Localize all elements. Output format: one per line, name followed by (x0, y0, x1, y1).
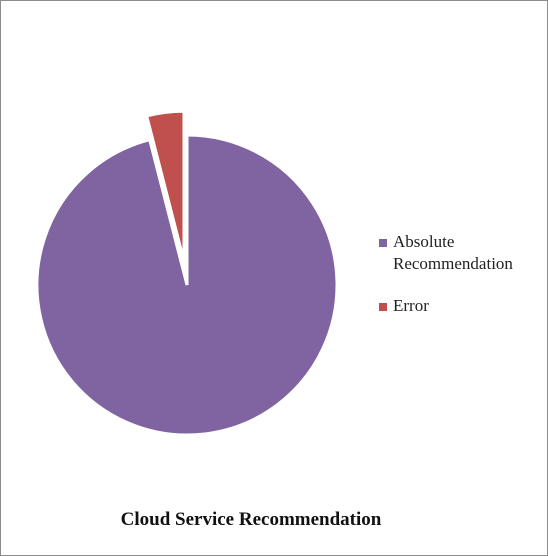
pie-slice (144, 109, 186, 262)
chart-title: Cloud Service Recommendation (120, 509, 382, 530)
legend-swatch (379, 303, 387, 311)
pie-slice (35, 133, 339, 437)
legend-item: Absolute Recommendation (379, 231, 539, 275)
legend-label: Error (393, 296, 429, 315)
legend-item: Error (379, 295, 539, 317)
legend-swatch (379, 239, 387, 247)
legend: Absolute Recommendation Error (379, 231, 539, 337)
legend-label: Absolute Recommendation (393, 232, 513, 273)
